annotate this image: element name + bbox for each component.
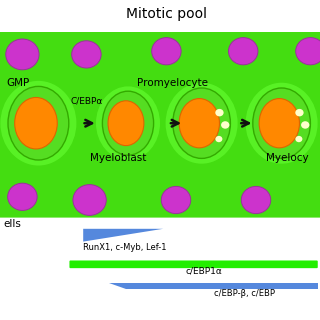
Ellipse shape [241,186,271,214]
Polygon shape [109,283,318,289]
Text: Mitotic pool: Mitotic pool [126,7,207,21]
Ellipse shape [0,81,76,165]
Text: RunX1, c-Myb, Lef-1: RunX1, c-Myb, Lef-1 [83,244,167,252]
Ellipse shape [72,41,101,68]
Ellipse shape [161,186,191,214]
Ellipse shape [8,86,69,160]
Ellipse shape [179,99,220,148]
Text: c/EBP-β, c/EBP: c/EBP-β, c/EBP [214,289,276,298]
Text: GMP: GMP [6,78,30,88]
Ellipse shape [166,83,238,164]
Ellipse shape [295,136,302,142]
Polygon shape [83,229,163,242]
FancyBboxPatch shape [0,38,43,48]
Text: C/EBPα: C/EBPα [70,96,103,105]
Ellipse shape [215,109,224,116]
FancyBboxPatch shape [0,32,320,218]
Ellipse shape [173,88,230,158]
Ellipse shape [301,121,309,129]
Ellipse shape [215,136,222,142]
Text: Myeloblast: Myeloblast [90,153,147,164]
Text: Myelocy: Myelocy [266,153,308,164]
Ellipse shape [152,37,181,65]
Ellipse shape [6,39,39,70]
FancyBboxPatch shape [62,38,320,48]
Text: Promyelocyte: Promyelocyte [137,78,208,88]
Ellipse shape [259,99,300,148]
Ellipse shape [221,121,229,129]
Ellipse shape [73,185,106,215]
Text: c/EBP1α: c/EBP1α [186,267,222,276]
Ellipse shape [108,101,144,146]
Ellipse shape [102,91,154,155]
Ellipse shape [246,83,318,164]
Ellipse shape [15,98,57,149]
Text: ells: ells [3,219,21,229]
Ellipse shape [295,109,304,116]
Ellipse shape [96,86,160,160]
Ellipse shape [8,183,37,211]
Ellipse shape [253,88,310,158]
FancyBboxPatch shape [69,260,318,268]
Ellipse shape [228,37,258,65]
Ellipse shape [296,37,320,65]
